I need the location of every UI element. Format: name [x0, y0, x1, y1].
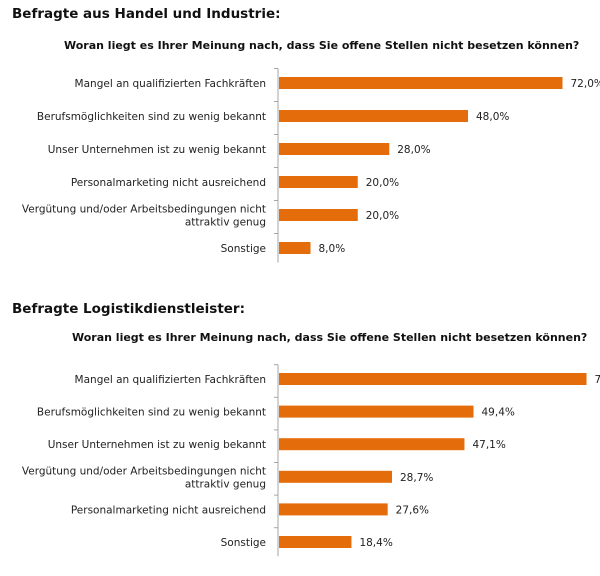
value-label: 48,0%: [476, 111, 509, 123]
value-label: 8,0%: [319, 243, 346, 255]
chart-2-title: Woran liegt es Ihrer Meinung nach, dass …: [72, 331, 588, 344]
category-label: Unser Unternehmen ist zu wenig bekannt: [48, 144, 266, 156]
value-label: 28,7%: [400, 472, 433, 484]
category-label: Personalmarketing nicht ausreichend: [71, 504, 266, 516]
bar: [279, 438, 465, 451]
bar: [279, 373, 587, 385]
bar: [279, 503, 388, 516]
category-label: Sonstige: [221, 537, 266, 549]
category-label: Personalmarketing nicht ausreichend: [71, 177, 266, 189]
bar: [279, 209, 358, 221]
chart-1-heading: Befragte aus Handel und Industrie:: [12, 6, 281, 22]
bar: [279, 470, 393, 483]
chart-2-plot: 78,1% Mangel an qualifizierten Fachkräfte…: [22, 364, 600, 557]
category-label: Mangel an qualifizierten Fachkräften: [75, 78, 266, 90]
value-label: 72,0%: [571, 78, 600, 90]
value-label: 28,0%: [397, 144, 430, 156]
category-label: Unser Unternehmen ist zu wenig bekannt: [48, 439, 266, 451]
bar: [279, 536, 352, 548]
category-label: Berufsmöglichkeiten sind zu wenig bekann…: [37, 407, 266, 419]
value-label: 20,0%: [366, 177, 399, 189]
chart-1-title: Woran liegt es Ihrer Meinung nach, dass …: [64, 39, 580, 52]
bar: [279, 405, 474, 418]
category-label: Vergütung und/oder Arbeitsbedingungen ni…: [22, 465, 266, 477]
chart-2-heading: Befragte Logistikdienstleister:: [12, 301, 245, 317]
category-label: Mangel an qualifizierten Fachkräften: [75, 374, 266, 386]
value-label: 78,1%: [595, 374, 600, 386]
chart-1-plot: 72,0% Mangel an qualifizierten Fachkräfte…: [22, 68, 600, 263]
value-label: 18,4%: [359, 537, 392, 549]
value-label: 49,4%: [482, 407, 515, 419]
value-label: 47,1%: [472, 439, 505, 451]
bar: [279, 110, 468, 122]
bar: [279, 242, 311, 254]
value-label: 27,6%: [396, 504, 429, 516]
category-label: attraktiv genug: [185, 478, 266, 490]
bar: [279, 176, 358, 188]
category-label: Sonstige: [221, 243, 266, 255]
value-label: 20,0%: [366, 210, 399, 222]
category-label: Vergütung und/oder Arbeitsbedingungen ni…: [22, 204, 266, 216]
category-label: Berufsmöglichkeiten sind zu wenig bekann…: [37, 111, 266, 123]
bar: [279, 143, 390, 155]
bar: [279, 77, 563, 89]
category-label: attraktiv genug: [185, 217, 266, 229]
